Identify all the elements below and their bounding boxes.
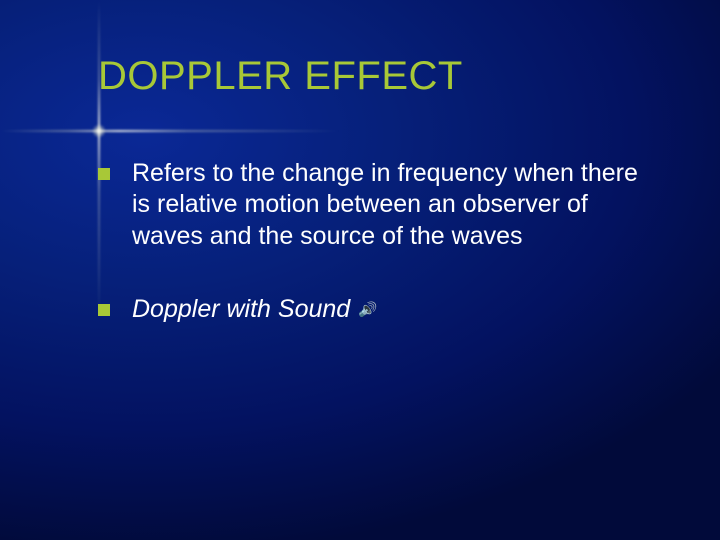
bullet-text: Doppler with Sound🔊 (132, 294, 374, 325)
bullet-list: Refers to the change in frequency when t… (98, 158, 653, 367)
flare-core (92, 124, 106, 138)
slide: DOPPLER EFFECT Refers to the change in f… (0, 0, 720, 540)
flare-horizontal (0, 130, 340, 132)
bullet-item: Doppler with Sound🔊 (98, 294, 653, 325)
sound-icon[interactable]: 🔊 (358, 301, 373, 319)
bullet-square-icon (98, 168, 110, 180)
bullet-square-icon (98, 304, 110, 316)
slide-title: DOPPLER EFFECT (98, 54, 463, 99)
bullet-item: Refers to the change in frequency when t… (98, 158, 653, 252)
bullet-text: Refers to the change in frequency when t… (132, 158, 653, 252)
